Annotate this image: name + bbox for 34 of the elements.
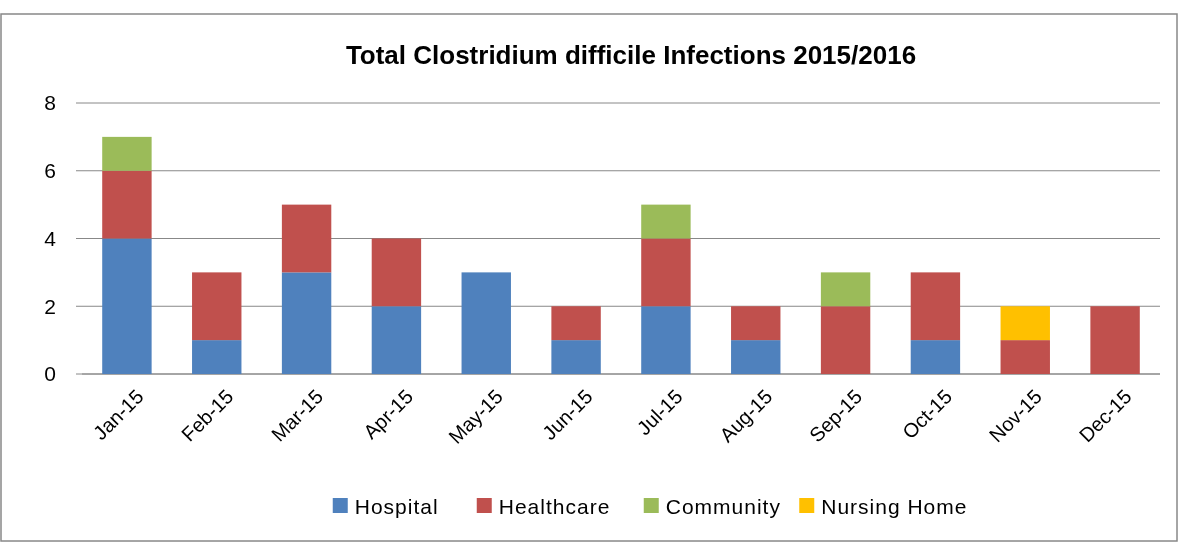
y-tick-label: 0 bbox=[44, 362, 56, 386]
bar bbox=[192, 340, 242, 374]
bar bbox=[641, 238, 691, 307]
y-tick-label: 6 bbox=[44, 159, 56, 183]
bar bbox=[102, 170, 152, 239]
bar bbox=[551, 340, 601, 374]
y-tick-label: 8 bbox=[44, 91, 56, 115]
bar bbox=[910, 340, 961, 374]
bar bbox=[1000, 340, 1050, 374]
bar bbox=[461, 272, 511, 374]
chart-title: Total Clostridium difficile Infections 2015/2016 bbox=[345, 40, 917, 70]
bar bbox=[910, 272, 961, 341]
bar bbox=[102, 136, 152, 171]
bar bbox=[281, 272, 332, 374]
legend-label: Community bbox=[665, 495, 781, 519]
bar bbox=[641, 306, 691, 374]
bar bbox=[281, 204, 332, 273]
y-tick-label: 2 bbox=[44, 294, 56, 318]
bar bbox=[731, 306, 781, 341]
bar bbox=[371, 306, 422, 374]
y-tick-label: 4 bbox=[44, 226, 57, 250]
bar bbox=[551, 306, 601, 341]
bar bbox=[1090, 306, 1140, 374]
bar bbox=[641, 204, 691, 239]
bar bbox=[820, 272, 871, 307]
legend-label: Healthcare bbox=[498, 495, 611, 519]
bar bbox=[820, 306, 871, 374]
bar bbox=[1000, 306, 1050, 341]
bar bbox=[371, 238, 422, 307]
bar bbox=[102, 238, 152, 374]
legend-label: Hospital bbox=[354, 495, 439, 519]
bar bbox=[731, 340, 781, 374]
legend-label: Nursing Home bbox=[821, 495, 968, 519]
bar bbox=[192, 272, 242, 341]
